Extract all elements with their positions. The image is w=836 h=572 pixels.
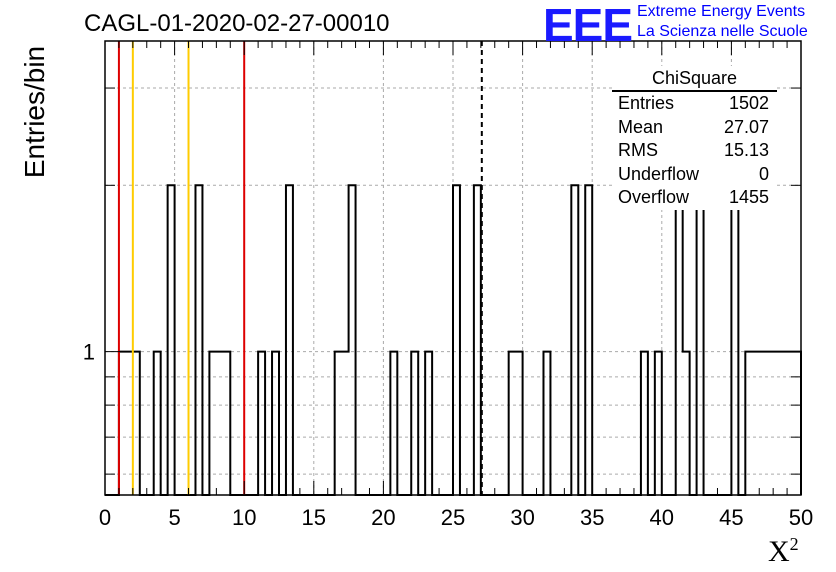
histogram-bin [655, 352, 662, 495]
stats-row-underflow: Underflow 0 [612, 163, 777, 187]
histogram-bin [697, 185, 704, 495]
histogram-bin [641, 352, 648, 495]
stats-box: ChiSquare Entries 1502 Mean 27.07 RMS 15.13… [612, 66, 777, 210]
histogram-bin [349, 185, 356, 495]
histogram-bin [168, 185, 175, 495]
y-tick-label: 1 [83, 340, 95, 365]
eee-logo: EEE [543, 0, 633, 51]
stats-label: Mean [618, 116, 664, 137]
histogram-bin [794, 352, 801, 495]
y-axis-label: Entries/bin [19, 45, 50, 179]
stats-value: 1455 [728, 187, 769, 207]
histogram-bin [154, 352, 161, 495]
histogram-bin [272, 352, 279, 495]
histogram-bin [342, 352, 349, 495]
histogram-bin [209, 352, 216, 495]
stats-row-entries: Entries 1502 [612, 92, 777, 116]
stats-value: 15.13 [723, 140, 769, 160]
x-tick-label: 20 [371, 505, 395, 530]
x-tick-label: 10 [232, 505, 256, 530]
histogram-bin [286, 185, 293, 495]
histogram-bin [425, 352, 432, 495]
stats-row-rms: RMS 15.13 [612, 139, 777, 163]
histogram-bin [390, 352, 397, 495]
x-tick-label: 30 [510, 505, 534, 530]
stats-row-mean: Mean 27.07 [612, 116, 777, 140]
histogram-bin [258, 352, 265, 495]
stats-value: 0 [758, 163, 769, 184]
histogram-bin [683, 352, 690, 495]
histogram-bin [216, 352, 223, 495]
histogram-bin [509, 352, 516, 495]
logo-line-1: Extreme Energy Events [637, 3, 806, 20]
histogram-bin [335, 352, 342, 495]
histogram-bin [571, 185, 578, 495]
histogram-bin [516, 352, 523, 495]
histogram-bin [745, 352, 752, 495]
histogram-bin [411, 352, 418, 495]
x-tick-label: 15 [302, 505, 326, 530]
histogram-bin [195, 185, 202, 495]
histogram-bin [119, 352, 126, 495]
histogram-bin [773, 352, 780, 495]
logo-caption: Extreme Energy Events La Scienza nelle S… [637, 2, 808, 42]
stats-label: Overflow [618, 187, 690, 207]
histogram-bin [543, 352, 550, 495]
x-tick-label: 25 [441, 505, 465, 530]
x-tick-label: 45 [719, 505, 743, 530]
histogram-bin [759, 352, 766, 495]
x-axis-label-base: X [768, 535, 790, 568]
stats-title: ChiSquare [612, 66, 777, 92]
histogram-bin [787, 352, 794, 495]
histogram-bin [780, 352, 787, 495]
stats-label: Underflow [618, 163, 700, 184]
x-tick-label: 5 [168, 505, 180, 530]
histogram-bin [766, 352, 773, 495]
x-axis-label: X2 [768, 534, 799, 569]
histogram-bin [752, 352, 759, 495]
chart-title: CAGL-01-2020-02-27-00010 [84, 10, 390, 37]
histogram-bin [474, 185, 481, 495]
stats-label: RMS [618, 140, 658, 160]
logo-line-2: La Scienza nelle Scuole [637, 23, 808, 40]
histogram-bin [585, 185, 592, 495]
stats-value: 27.07 [723, 116, 769, 137]
histogram-bin [223, 352, 230, 495]
stats-row-overflow: Overflow 1455 [612, 186, 777, 210]
x-tick-label: 40 [650, 505, 674, 530]
histogram-bin [126, 352, 133, 495]
x-axis-label-exponent: 2 [789, 534, 799, 554]
histogram-bin [133, 352, 140, 495]
x-tick-label: 35 [580, 505, 604, 530]
histogram-bin [453, 185, 460, 495]
x-tick-label: 50 [789, 505, 813, 530]
stats-label: Entries [618, 93, 675, 113]
x-tick-label: 0 [99, 505, 111, 530]
histogram-bin [731, 185, 738, 495]
stats-value: 1502 [728, 93, 769, 113]
